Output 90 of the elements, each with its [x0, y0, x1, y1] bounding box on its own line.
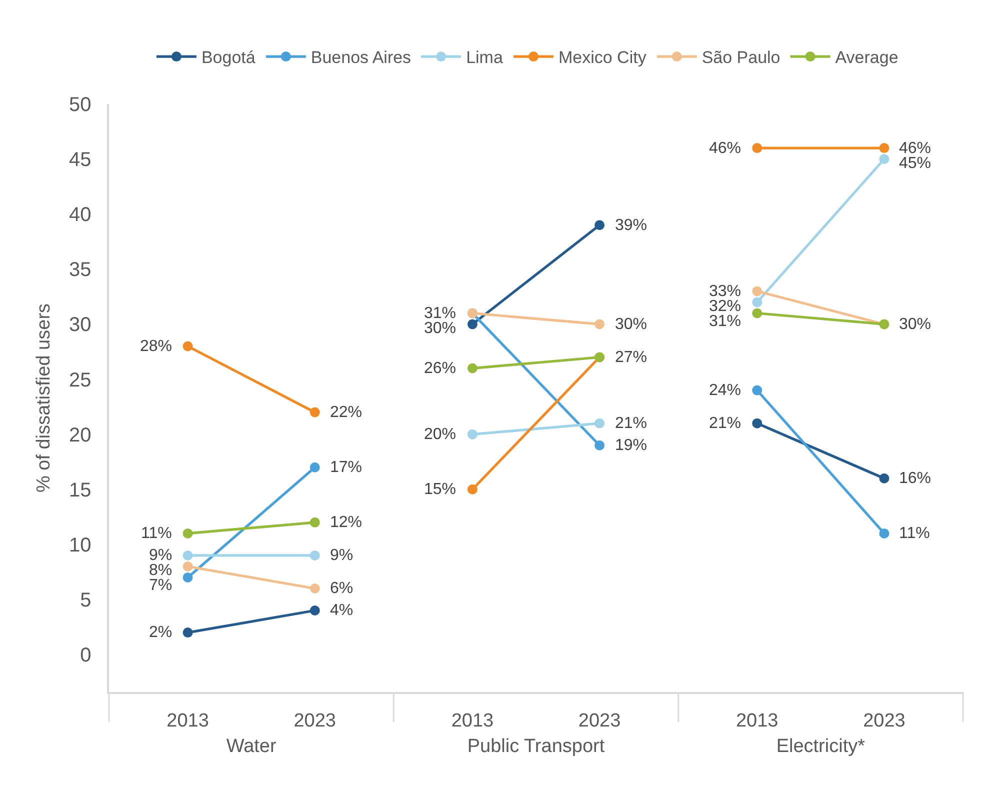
point	[752, 385, 762, 396]
x-tick-label: 2013	[166, 710, 209, 732]
point	[752, 297, 762, 308]
data-label: 31%	[709, 313, 742, 330]
point	[467, 484, 478, 494]
point	[594, 220, 605, 230]
y-tick-label: 40	[69, 204, 92, 226]
x-tick-label: 2023	[578, 710, 621, 732]
point	[310, 583, 320, 594]
point	[310, 407, 320, 418]
point	[182, 528, 193, 538]
data-label: 17%	[330, 459, 362, 476]
x-tick-label: 2013	[736, 710, 778, 732]
data-label: 46%	[899, 140, 932, 157]
y-tick-label: 25	[69, 369, 92, 392]
point	[594, 319, 605, 330]
point	[879, 154, 890, 164]
data-label: 31%	[424, 305, 456, 322]
point	[182, 561, 193, 572]
y-tick-label: 35	[69, 259, 92, 282]
data-label: 30%	[424, 320, 456, 337]
data-label: 16%	[899, 470, 932, 487]
data-label: 30%	[899, 316, 932, 333]
x-axis-title: Water	[226, 736, 277, 757]
point	[182, 572, 193, 582]
point	[310, 550, 320, 560]
point	[182, 550, 193, 560]
data-label: 6%	[330, 580, 354, 597]
point	[467, 429, 478, 440]
x-axis-title: Public Transport	[467, 736, 606, 757]
y-axis-title: % of dissatisfied users	[33, 303, 54, 493]
point	[182, 341, 193, 352]
point	[310, 606, 320, 616]
data-label: 7%	[149, 577, 172, 594]
point	[879, 473, 890, 484]
data-label: 21%	[709, 415, 742, 432]
data-label: 19%	[615, 437, 648, 454]
data-label: 11%	[141, 525, 172, 542]
point	[752, 308, 762, 318]
data-label: 26%	[424, 360, 456, 377]
data-label: 8%	[149, 562, 172, 579]
x-tick-label: 2023	[294, 710, 336, 732]
data-label: 28%	[140, 338, 172, 355]
data-label: 9%	[330, 547, 354, 564]
data-label: 24%	[709, 382, 742, 399]
y-tick-label: 20	[69, 424, 92, 446]
point	[879, 528, 890, 538]
data-label: 11%	[899, 525, 930, 542]
point	[752, 286, 762, 296]
data-label: 45%	[899, 155, 932, 172]
data-label: 9%	[149, 547, 172, 564]
point	[310, 462, 320, 472]
y-tick-label: 50	[69, 94, 92, 116]
data-label: 15%	[424, 481, 456, 498]
point	[467, 319, 478, 330]
y-tick-label: 45	[69, 149, 92, 172]
x-axis-title: Electricity*	[776, 736, 866, 757]
legend-label: Buenos Aires	[310, 48, 412, 68]
point	[310, 517, 320, 528]
data-label: 39%	[615, 217, 648, 234]
y-tick-label: 0	[80, 644, 92, 667]
data-label: 22%	[330, 404, 362, 421]
point	[879, 143, 890, 154]
point	[594, 418, 605, 428]
x-tick-label: 2023	[863, 710, 906, 732]
data-label: 21%	[615, 415, 648, 432]
y-tick-label: 5	[80, 590, 92, 612]
data-label: 27%	[615, 349, 648, 366]
legend-label: Lima	[466, 48, 504, 68]
legend-label: São Paulo	[702, 48, 780, 68]
data-label: 20%	[424, 426, 456, 443]
data-label: 30%	[615, 316, 648, 333]
x-tick-label: 2013	[451, 710, 494, 732]
data-label: 2%	[149, 624, 172, 641]
y-tick-label: 15	[69, 479, 92, 502]
legend-label: Average	[835, 48, 898, 68]
legend-label: Bogotá	[201, 48, 256, 68]
y-tick-label: 10	[69, 534, 92, 556]
data-label: 32%	[709, 298, 742, 315]
point	[467, 363, 478, 374]
point	[752, 418, 762, 428]
data-label: 12%	[330, 514, 362, 531]
data-label: 4%	[330, 602, 354, 619]
y-tick-label: 30	[69, 314, 92, 336]
point	[752, 143, 762, 154]
point	[182, 628, 193, 638]
data-label: 33%	[709, 283, 742, 300]
point	[594, 440, 605, 450]
data-label: 46%	[709, 140, 742, 157]
legend-label: Mexico City	[558, 48, 647, 68]
